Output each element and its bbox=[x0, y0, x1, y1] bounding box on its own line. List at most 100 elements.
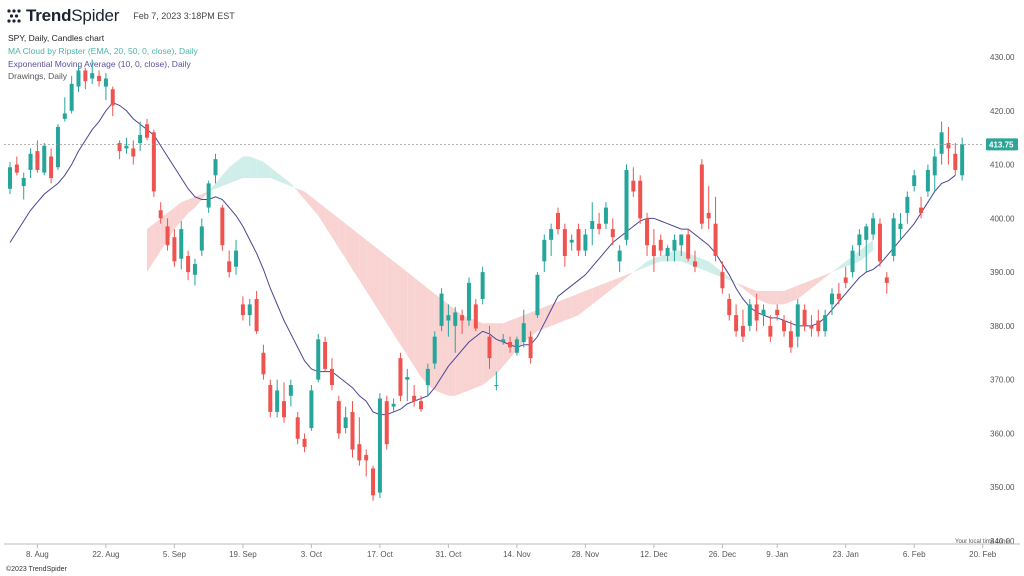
candle-body bbox=[898, 223, 903, 230]
x-tick-label: 19. Sep bbox=[229, 550, 257, 559]
candle-down bbox=[556, 207, 560, 235]
candle-down bbox=[919, 196, 924, 219]
ma-cloud-segment bbox=[756, 290, 764, 302]
candle-body bbox=[925, 169, 930, 192]
candle-up bbox=[343, 406, 348, 434]
candle-up bbox=[192, 258, 197, 286]
candle-body bbox=[261, 352, 266, 375]
candle-body bbox=[645, 218, 650, 246]
candle-up bbox=[138, 121, 143, 152]
x-axis: 8. Aug 22. Aug 5. Sep 19. Sep 3. Oct 17. Oct 3… bbox=[4, 543, 1020, 559]
candle-body bbox=[323, 342, 328, 369]
ma-cloud-segment bbox=[181, 199, 189, 222]
candle-body bbox=[768, 325, 773, 337]
candle-body bbox=[453, 312, 458, 326]
candle-body bbox=[487, 336, 492, 359]
candle-up bbox=[549, 223, 554, 256]
candle-body bbox=[83, 70, 88, 82]
candle-body bbox=[117, 143, 122, 152]
candle-down bbox=[302, 433, 307, 453]
ma-cloud-segment bbox=[496, 323, 504, 375]
candle-body bbox=[809, 325, 814, 329]
candle-body bbox=[240, 304, 245, 316]
candle-body bbox=[556, 212, 560, 230]
ma-cloud-segment bbox=[804, 280, 812, 294]
candle-down bbox=[713, 196, 718, 262]
legend-ema[interactable]: Exponential Moving Average (10, 0, close… bbox=[8, 58, 191, 69]
candle-body bbox=[103, 78, 108, 87]
candle-down bbox=[946, 126, 951, 165]
candle-body bbox=[282, 401, 286, 418]
ma-cloud-segment bbox=[674, 250, 682, 262]
brand-name: TrendSpider bbox=[26, 6, 120, 25]
candle-down bbox=[788, 320, 793, 353]
candle-down bbox=[172, 229, 177, 267]
candle-up bbox=[665, 245, 670, 262]
candle-body bbox=[734, 315, 739, 332]
candle-up bbox=[275, 379, 280, 418]
candle-down bbox=[508, 336, 513, 353]
ma-cloud-layer bbox=[147, 156, 887, 396]
candle-body bbox=[816, 320, 821, 332]
candle-up bbox=[213, 153, 218, 184]
ma-cloud-segment bbox=[564, 296, 572, 321]
ma-cloud-segment bbox=[571, 293, 579, 318]
candle-body bbox=[49, 156, 54, 178]
ma-cloud-segment bbox=[605, 280, 613, 294]
candle-up bbox=[446, 304, 451, 337]
candle-down bbox=[371, 465, 376, 501]
candle-body bbox=[932, 156, 937, 176]
candle-body bbox=[439, 293, 444, 326]
y-tick-label: 400.00 bbox=[990, 214, 1015, 223]
ma-cloud-segment bbox=[866, 239, 874, 256]
candle-body bbox=[651, 245, 656, 256]
candle-body bbox=[268, 385, 273, 412]
ma-cloud-segment bbox=[790, 285, 798, 302]
candle-up bbox=[501, 333, 506, 345]
candle-down bbox=[802, 304, 807, 332]
ma-cloud-segment bbox=[619, 274, 627, 283]
candle-down bbox=[768, 315, 773, 343]
ma-cloud-segment bbox=[742, 285, 750, 294]
ma-cloud-segment bbox=[585, 288, 593, 310]
ma-cloud-segment bbox=[448, 304, 456, 396]
candle-down bbox=[740, 309, 745, 343]
candle-body bbox=[912, 175, 917, 187]
candle-down bbox=[686, 229, 691, 262]
candle-body bbox=[953, 153, 958, 170]
candle-up bbox=[480, 266, 485, 305]
app-header: TrendSpider Feb 7, 2023 3:18PM EST bbox=[6, 6, 235, 26]
y-tick-label: 380.00 bbox=[990, 322, 1015, 331]
candle-up bbox=[679, 234, 684, 256]
candle-body bbox=[377, 398, 382, 493]
legend-symbol-line[interactable]: SPY, Daily, Candles chart bbox=[8, 33, 105, 43]
candle-down bbox=[261, 344, 266, 380]
legend-ma-cloud[interactable]: MA Cloud by Ripster (EMA, 20, 50, 0, clo… bbox=[8, 45, 198, 56]
candle-up bbox=[603, 202, 608, 230]
candle-body bbox=[836, 293, 841, 299]
candle-body bbox=[542, 239, 547, 262]
chart-legend: SPY, Daily, Candles chart MA Cloud by Ri… bbox=[8, 32, 198, 83]
ma-cloud-segment bbox=[551, 301, 558, 326]
candle-up bbox=[288, 379, 293, 407]
candle-body bbox=[151, 132, 156, 192]
legend-drawings[interactable]: Drawings, Daily bbox=[8, 71, 68, 82]
ma-cloud-segment bbox=[777, 290, 785, 305]
candle-down bbox=[110, 86, 115, 117]
ma-cloud-segment bbox=[379, 250, 387, 324]
x-tick-label: 28. Nov bbox=[572, 550, 600, 559]
ma-cloud-segment bbox=[530, 309, 538, 337]
candle-down bbox=[329, 358, 334, 391]
candle-body bbox=[665, 247, 670, 256]
x-tick-label: 6. Feb bbox=[903, 550, 926, 559]
candle-body bbox=[371, 468, 376, 496]
candle-down bbox=[83, 67, 88, 90]
candle-body bbox=[775, 309, 780, 316]
ma-cloud-segment bbox=[194, 194, 202, 208]
ma-cloud-segment bbox=[784, 288, 791, 305]
ma-cloud-segment bbox=[331, 212, 339, 248]
ma-cloud-segment bbox=[297, 188, 305, 200]
candle-up bbox=[8, 161, 12, 195]
candle-up bbox=[247, 299, 252, 326]
